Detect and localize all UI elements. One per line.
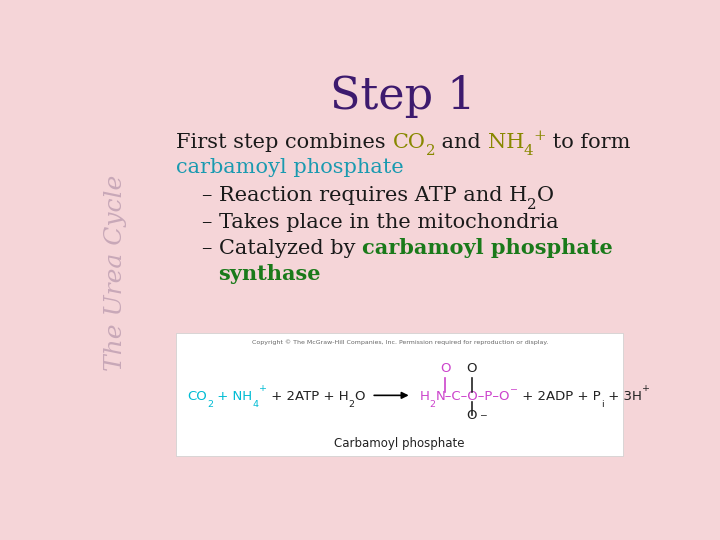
Text: Step 1: Step 1 (330, 75, 475, 118)
Text: 4: 4 (253, 400, 258, 409)
Text: i: i (601, 400, 603, 409)
Text: O: O (354, 389, 364, 402)
Text: 2: 2 (348, 400, 354, 409)
FancyBboxPatch shape (176, 333, 623, 456)
Text: – Catalyzed by: – Catalyzed by (202, 239, 361, 259)
Text: 4: 4 (524, 144, 534, 158)
Text: 2: 2 (430, 400, 436, 409)
Text: NH: NH (487, 133, 524, 152)
Text: N–C–O–P–O: N–C–O–P–O (436, 389, 510, 402)
Text: Copyright © The McGraw-Hill Companies, Inc. Permission required for reproduction: Copyright © The McGraw-Hill Companies, I… (251, 339, 548, 345)
Text: + 2ADP + P: + 2ADP + P (518, 389, 601, 402)
Text: CO: CO (392, 133, 426, 152)
Text: carbamoyl phosphate: carbamoyl phosphate (176, 158, 404, 177)
Text: +: + (258, 384, 266, 393)
Text: 2: 2 (426, 144, 435, 158)
Text: – Reaction requires ATP and H: – Reaction requires ATP and H (202, 186, 527, 205)
Text: synthase: synthase (218, 264, 321, 284)
Text: Carbamoyl phosphate: Carbamoyl phosphate (335, 436, 465, 449)
Text: and: and (435, 133, 487, 152)
Text: First step combines: First step combines (176, 133, 392, 152)
Text: H: H (420, 389, 430, 402)
Text: 2: 2 (207, 400, 213, 409)
Text: carbamoyl phosphate: carbamoyl phosphate (361, 238, 613, 259)
Text: The Urea Cycle: The Urea Cycle (104, 174, 127, 371)
Text: O: O (440, 362, 450, 375)
Text: + 3H: + 3H (603, 389, 642, 402)
Text: 2: 2 (527, 198, 536, 212)
Text: CO: CO (188, 389, 207, 402)
Text: −: − (510, 384, 518, 393)
Text: +: + (534, 129, 546, 143)
Text: – Takes place in the mitochondria: – Takes place in the mitochondria (202, 213, 558, 232)
Text: + 2ATP + H: + 2ATP + H (266, 389, 348, 402)
Text: O: O (467, 409, 477, 422)
Text: O: O (467, 362, 477, 375)
Text: +: + (642, 384, 649, 393)
Text: O: O (536, 186, 554, 205)
Text: to form: to form (546, 133, 631, 152)
Text: −: − (479, 410, 487, 420)
Text: + NH: + NH (213, 389, 253, 402)
